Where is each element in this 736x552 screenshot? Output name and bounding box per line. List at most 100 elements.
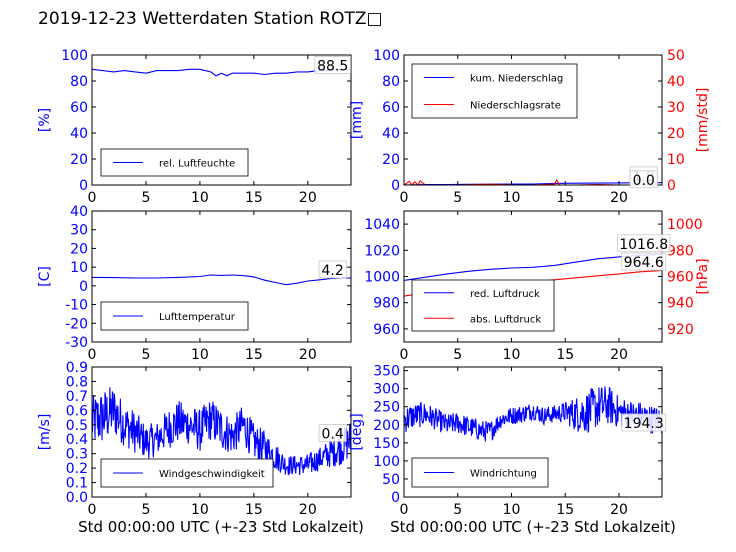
temperature-value-annotation: 4.2 <box>318 260 347 279</box>
windspeed-y-tick-label: 0.2 <box>66 461 88 477</box>
temperature-value-annotation-box <box>318 260 347 279</box>
windspeed-x-tick-label: 5 <box>141 502 150 518</box>
windspeed-y-tick-label: 0.1 <box>66 476 88 492</box>
precipitation-x-tick-label: 0 <box>400 190 409 206</box>
pressure-x-tick-label: 0 <box>400 347 409 363</box>
precipitation-panel: 0 5 10 15 20 0 20 40 60 80 100 0 10 20 30 40 50 [mm] [mm/s… <box>349 48 711 206</box>
precipitation-y2-tick-label: 0 <box>667 178 676 194</box>
winddirection-value-annotation-text: 194.3 <box>624 416 664 432</box>
windspeed-series-line-1 <box>92 387 351 476</box>
temperature-value-annotation-text: 4.2 <box>322 263 344 279</box>
winddirection-y-tick-label: 100 <box>373 454 400 470</box>
precipitation-y-tick-label: 80 <box>382 74 400 90</box>
windspeed-legend: Windgeschwindigkeit <box>100 458 274 488</box>
humidity-y-axis-label: [%] <box>37 108 53 132</box>
pressure-y-tick-label: 980 <box>373 296 400 312</box>
pressure-value-annotation-box <box>621 252 667 271</box>
winddirection-legend-label: Windrichtung <box>470 469 537 480</box>
temperature-y-axis-label: [C] <box>37 266 53 287</box>
precipitation-y-tick-label: 40 <box>382 126 400 142</box>
precipitation-legend-label: Niederschlagsrate <box>470 101 561 112</box>
precipitation-y2-tick-label: 40 <box>667 74 685 90</box>
winddirection-axes-frame <box>403 366 663 498</box>
windspeed-value-annotation-box <box>318 424 347 442</box>
precipitation-y-tick-label: 100 <box>373 48 400 64</box>
pressure-y-tick-label: 1000 <box>364 270 400 286</box>
temperature-y-tick-label: 10 <box>70 260 88 276</box>
temperature-x-tick-label: 20 <box>299 347 317 363</box>
pressure-y-tick-label: 960 <box>373 322 400 338</box>
windspeed-legend-label: Windgeschwindigkeit <box>159 469 265 480</box>
precipitation-x-tick-label: 5 <box>453 190 462 206</box>
winddirection-y-tick-label: 300 <box>373 382 400 398</box>
windspeed-x-tick-label: 15 <box>245 502 263 518</box>
humidity-x-tick-label: 5 <box>141 190 150 206</box>
windspeed-x-tick-label: 10 <box>191 502 209 518</box>
windspeed-y-tick-label: 0.9 <box>66 360 88 376</box>
precipitation-value-annotation-text: 0.0 <box>633 173 655 189</box>
precipitation-y-tick-label: 60 <box>382 100 400 116</box>
temperature-axes-frame <box>91 210 352 343</box>
temperature-y-tick-label: 0 <box>79 279 88 295</box>
pressure-legend-box <box>411 279 555 332</box>
temperature-panel: 0 5 10 15 20 -30 -20 -10 0 10 20 30 40 [C] Lufttempera… <box>37 204 352 363</box>
x-axis-label-left: Std 00:00:00 UTC (+-23 Std Lokalzeit) <box>78 518 364 536</box>
windspeed-panel: 0 5 10 15 200.00.10.20.30.40.50.60.70.80.9[m… <box>37 360 352 518</box>
humidity-x-tick-label: 20 <box>299 190 317 206</box>
pressure-legend-label: abs. Luftdruck <box>470 314 541 325</box>
humidity-legend: rel. Luftfeuchte <box>100 148 249 177</box>
pressure-panel: 0 5 10 15 2096098010001020104092094096098010… <box>364 210 711 363</box>
precipitation-x-tick-label: 15 <box>556 190 574 206</box>
temperature-y-tick-label: 20 <box>70 241 88 257</box>
windspeed-y-axis-label: [m/s] <box>37 414 53 451</box>
winddirection-x-tick-label: 10 <box>503 502 521 518</box>
humidity-legend-label: rel. Luftfeuchte <box>159 159 235 170</box>
humidity-axes-frame <box>91 54 352 186</box>
temperature-y-tick-label: -10 <box>65 298 88 314</box>
winddirection-value-annotation-box <box>621 413 667 432</box>
humidity-x-tick-label: 15 <box>245 190 263 206</box>
winddirection-x-tick-label: 15 <box>556 502 574 518</box>
pressure-y2-tick-label: 940 <box>667 296 694 312</box>
pressure-legend-label: red. Luftdruck <box>470 289 540 300</box>
winddirection-legend: Windrichtung <box>411 457 549 488</box>
winddirection-panel: 0 5 10 15 20050100150200250300350[deg]Windri… <box>349 364 667 518</box>
winddirection-x-tick-label: 5 <box>453 502 462 518</box>
humidity-y-tick-label: 20 <box>70 152 88 168</box>
pressure-y-tick-label: 1040 <box>364 217 400 233</box>
precipitation-legend: kum. Niederschlag Niederschlagsrate <box>411 63 578 119</box>
windspeed-y-tick-label: 0.4 <box>66 432 88 448</box>
humidity-panel: 0 5 10 15 20 0 20 40 60 80 100 [%] rel. Luftfeuchte 8… <box>37 48 352 206</box>
humidity-series-line-1 <box>92 68 351 77</box>
precipitation-value-annotation-box <box>629 170 658 189</box>
pressure-series-line-1 <box>404 253 662 281</box>
temperature-y-tick-label: 40 <box>70 204 88 220</box>
pressure-x-tick-label: 15 <box>556 347 574 363</box>
temperature-y-tick-label: 30 <box>70 223 88 239</box>
windspeed-y-tick-label: 0.7 <box>66 389 88 405</box>
windspeed-legend-box <box>100 458 274 488</box>
winddirection-y-tick-label: 250 <box>373 400 400 416</box>
humidity-value-annotation-box <box>314 56 351 74</box>
pressure-y2-tick-label: 1000 <box>667 217 703 233</box>
winddirection-y-tick-label: 0 <box>391 490 400 506</box>
temperature-x-tick-label: 10 <box>191 347 209 363</box>
figure-title: 2019-12-23 Wetterdaten Station ROTZ□ <box>38 9 383 29</box>
winddirection-y-tick-label: 200 <box>373 418 400 434</box>
windspeed-x-tick-label: 0 <box>88 502 97 518</box>
pressure-legend: red. Luftdruck abs. Luftdruck <box>411 279 555 332</box>
pressure-value-annotation-text: 964.6 <box>624 255 664 271</box>
temperature-series-line-1 <box>92 274 351 286</box>
precipitation-y2-tick-label: 30 <box>667 100 685 116</box>
winddirection-y-axis-label: [deg] <box>349 413 365 450</box>
humidity-y-tick-label: 40 <box>70 126 88 142</box>
temperature-y-tick-label: -30 <box>65 335 88 351</box>
winddirection-y-tick-label: 350 <box>373 364 400 380</box>
winddirection-series-line-1 <box>404 386 662 442</box>
winddirection-y-tick-label: 50 <box>382 472 400 488</box>
precipitation-y-axis-label: [mm] <box>349 101 365 139</box>
precipitation-axes-frame <box>403 54 663 186</box>
pressure-x-tick-label: 10 <box>503 347 521 363</box>
windspeed-y-tick-label: 0.3 <box>66 447 88 463</box>
pressure-x-tick-label: 5 <box>453 347 462 363</box>
